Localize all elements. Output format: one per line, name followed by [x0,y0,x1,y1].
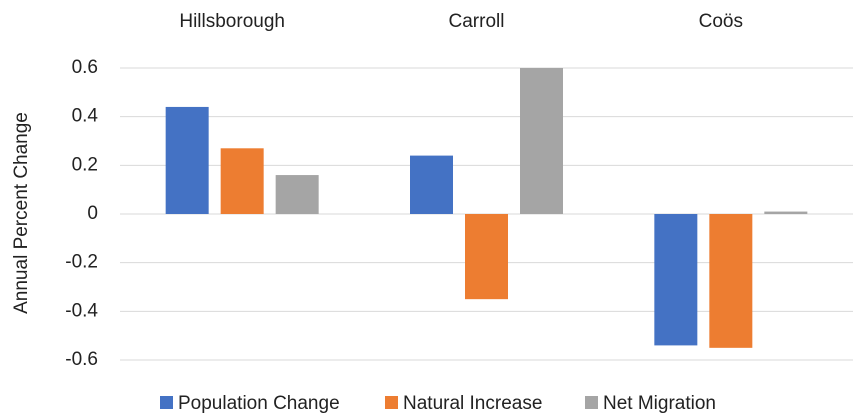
y-tick-label: -0.4 [65,300,98,321]
category-label: Coös [699,11,743,32]
bar [165,106,209,214]
legend-label: Natural Increase [403,393,542,414]
y-tick-label: -0.2 [65,252,98,273]
legend-label: Net Migration [603,393,716,414]
bar [220,148,264,214]
y-tick-label: -0.6 [65,349,98,370]
y-axis-title: Annual Percent Change [11,112,32,314]
bar [275,175,319,214]
bar [520,68,563,214]
y-tick-label: 0.4 [72,106,99,127]
y-tick-label: 0.6 [72,57,98,78]
y-tick-label: 0.2 [72,154,98,175]
legend-swatch [160,396,173,409]
legend-swatch [585,396,598,409]
category-label: Carroll [449,11,505,32]
bar [410,155,453,214]
legend-swatch [385,396,398,409]
bar [465,214,508,300]
bar [654,214,698,346]
bar [764,211,808,214]
category-label: Hillsborough [179,11,285,32]
legend-label: Population Change [178,393,340,414]
y-tick-label: 0 [87,203,98,224]
bar [709,214,753,348]
